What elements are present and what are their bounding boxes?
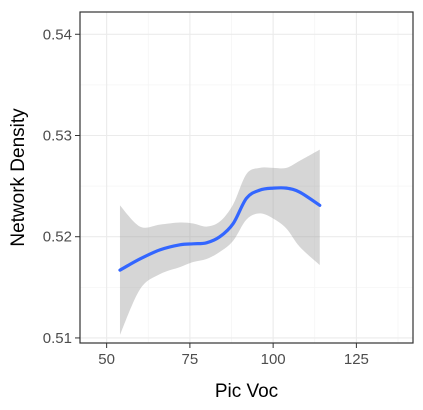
smooth-line [118,186,322,272]
y-tick-label: 0.52 [43,229,72,246]
x-tick-label: 75 [182,351,199,368]
y-tick-label: 0.53 [43,127,72,144]
x-axis-title: Pic Voc [215,381,278,402]
y-tick-label: 0.51 [43,330,72,347]
y-tick-label: 0.54 [43,26,72,43]
confidence-band [119,149,320,335]
x-tick-label: 100 [261,351,286,368]
minor-gridlines [80,12,413,343]
y-axis: 0.51 0.52 0.53 0.54 [43,26,80,347]
y-axis-title: Network Density [8,108,29,247]
x-axis: 50 75 100 125 [98,343,369,368]
smooth-line-layer [118,186,322,272]
x-tick-label: 125 [344,351,369,368]
major-gridlines [80,12,413,343]
x-tick-label: 50 [98,351,115,368]
panel-border [79,11,414,344]
confidence-ribbon-layer [119,149,320,335]
